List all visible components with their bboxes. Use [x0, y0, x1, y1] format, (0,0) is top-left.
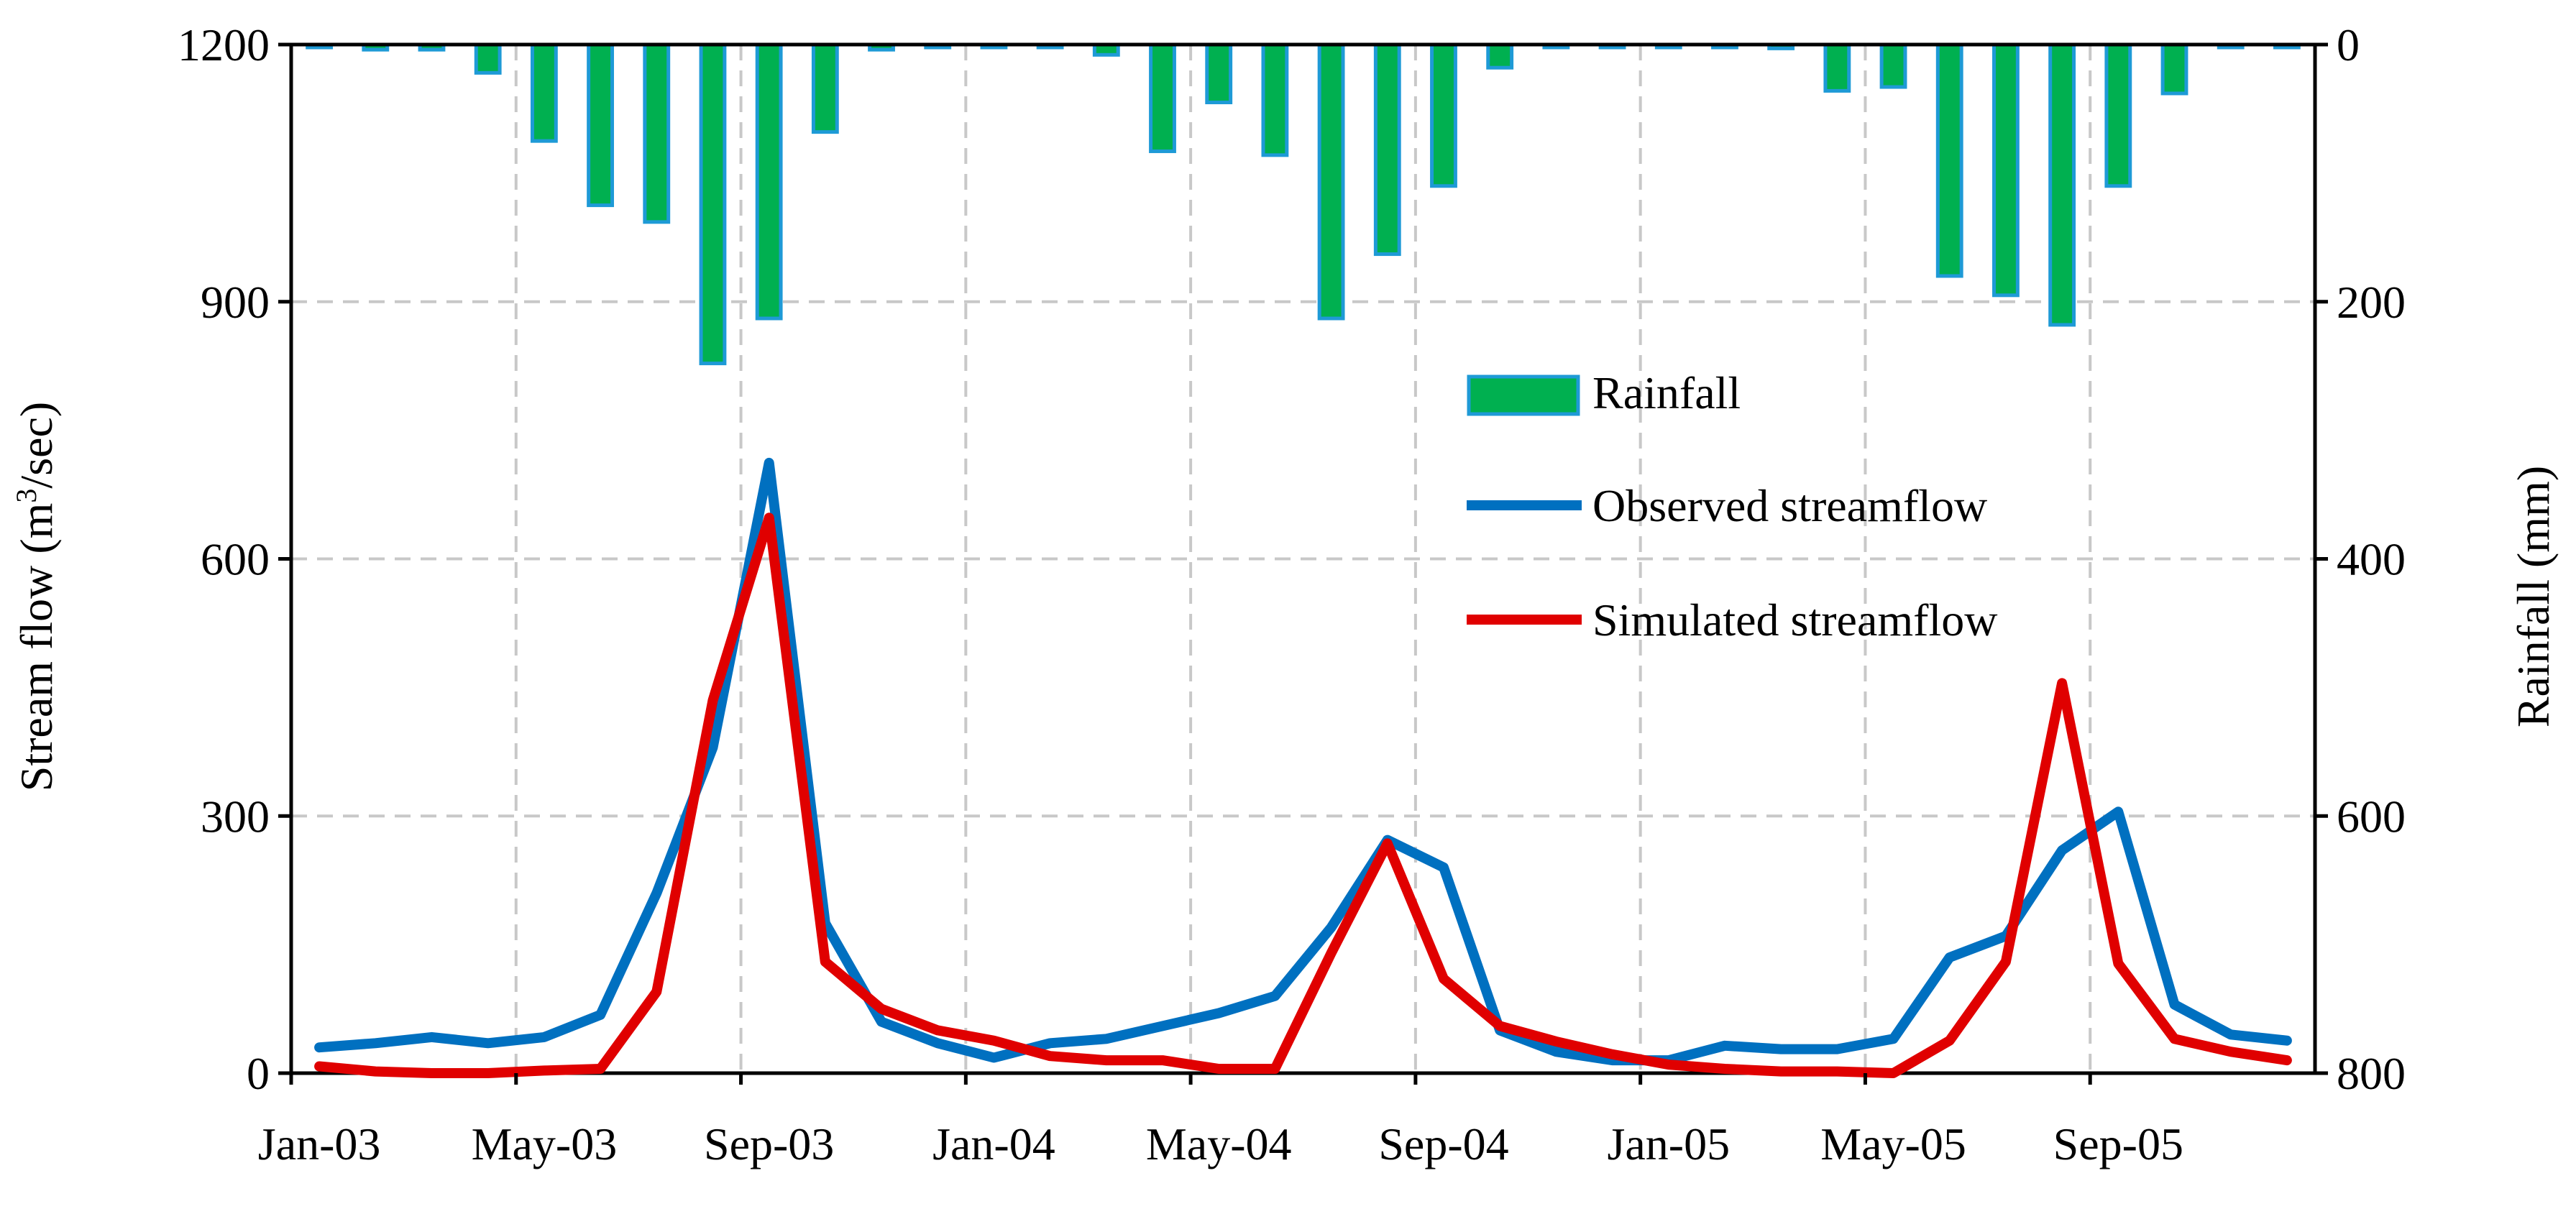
simulated-streamflow-line: [314, 512, 2292, 1078]
rainfall-bar: [1261, 42, 1289, 157]
rainfall-bar: [1430, 42, 1457, 188]
rainfall-bar: [2104, 42, 2132, 188]
rainfall-bar: [530, 42, 558, 143]
x-tick-label: May-03: [472, 1118, 618, 1169]
rainfall-bar: [755, 42, 783, 321]
rainfall-bar: [1149, 42, 1176, 153]
legend-simulated-label: Simulated streamflow: [1592, 594, 1997, 645]
right-tick-label: 200: [2337, 277, 2406, 328]
rainfall-bar: [1935, 42, 1963, 278]
right-tick-label: 600: [2337, 791, 2406, 842]
left-axis-ticks: 0 300 600 900 1200: [178, 19, 291, 1099]
x-axis-ticks: Jan-03 May-03 Sep-03 Jan-04 May-04 Sep-04 Jan-…: [258, 1073, 2183, 1169]
legend-observed-label: Observed streamflow: [1592, 480, 1987, 531]
legend-rainfall-label: Rainfall: [1592, 367, 1741, 418]
rainfall-bar: [643, 42, 671, 224]
right-axis-title: Rainfall (mm): [2508, 466, 2559, 727]
rainfall-bar: [2048, 42, 2076, 327]
x-tick-label: Sep-03: [704, 1118, 834, 1169]
rainfall-bar: [1879, 42, 1907, 89]
streamflow-lines: [314, 457, 2292, 1078]
legend: Rainfall Observed streamflow Simulated s…: [1467, 367, 1997, 645]
right-tick-label: 800: [2337, 1048, 2406, 1099]
x-tick-label: Sep-04: [1378, 1118, 1508, 1169]
rainfall-bar: [1486, 42, 1514, 70]
right-tick-label: 400: [2337, 534, 2406, 585]
x-tick-label: May-04: [1146, 1118, 1292, 1169]
rainfall-bar: [1317, 42, 1345, 321]
left-tick-label: 0: [247, 1048, 270, 1099]
x-tick-label: Jan-05: [1607, 1118, 1730, 1169]
rainfall-bar: [474, 42, 502, 75]
rainfall-bar: [2160, 42, 2188, 96]
rainfall-bar: [1373, 42, 1401, 257]
rainfall-bar: [1823, 42, 1851, 93]
x-tick-label: Sep-05: [2053, 1118, 2183, 1169]
left-tick-label: 600: [201, 534, 270, 585]
rainfall-bar: [587, 42, 614, 208]
legend-rainfall-swatch: [1467, 374, 1580, 416]
x-tick-label: Jan-03: [258, 1118, 381, 1169]
x-tick-label: May-05: [1820, 1118, 1966, 1169]
right-tick-label: 0: [2337, 19, 2360, 70]
rainfall-bars: [306, 42, 2301, 366]
observed-streamflow-line: [314, 457, 2292, 1066]
left-axis-title: Stream flow (m3/sec): [10, 402, 63, 792]
left-tick-label: 1200: [178, 19, 270, 70]
rainfall-bar: [699, 42, 727, 366]
rainfall-bar: [1205, 42, 1233, 104]
rainfall-bar: [1992, 42, 2020, 298]
left-tick-label: 300: [201, 791, 270, 842]
rainfall-bar: [811, 42, 839, 134]
x-tick-label: Jan-04: [932, 1118, 1055, 1169]
right-axis-ticks: 800 600 400 200 0: [2315, 19, 2406, 1099]
left-tick-label: 900: [201, 277, 270, 328]
